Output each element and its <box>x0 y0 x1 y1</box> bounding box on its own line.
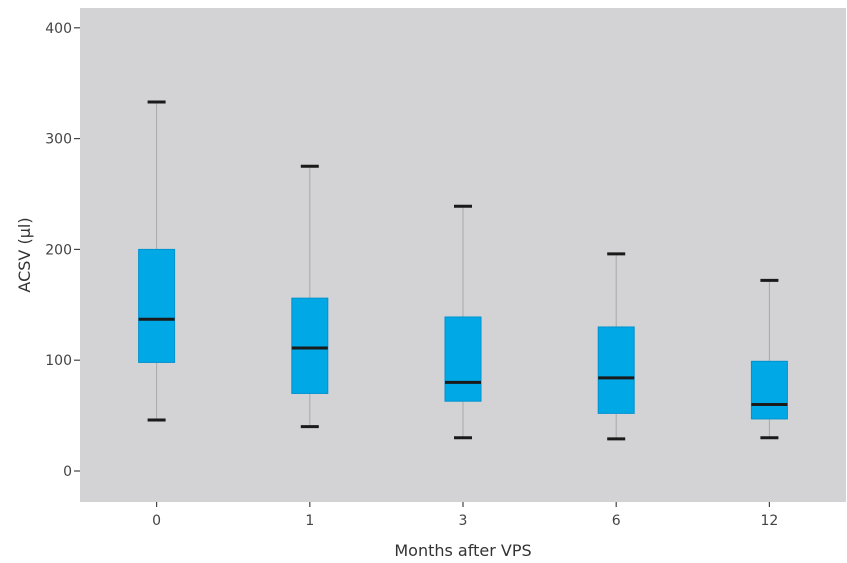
iqr-box <box>597 326 635 414</box>
y-axis: 0 100 200 300 400 <box>45 21 80 480</box>
box-group <box>750 278 788 440</box>
y-tick-label: 300 <box>45 132 72 148</box>
iqr-box <box>750 360 788 420</box>
iqr-box <box>444 316 482 402</box>
iqr-box <box>138 248 176 363</box>
box-group <box>597 252 635 441</box>
x-tick-label: 6 <box>612 513 621 529</box>
box-group <box>138 100 176 422</box>
x-axis-label: Months after VPS <box>394 541 531 560</box>
y-tick-label: 0 <box>63 464 72 480</box>
box-series <box>138 100 788 441</box>
y-tick-label: 400 <box>45 21 72 37</box>
x-tick-label: 0 <box>152 513 161 529</box>
x-tick-label: 12 <box>760 513 778 529</box>
x-axis: 0 1 3 6 12 <box>152 502 778 529</box>
iqr-box <box>291 297 329 394</box>
x-tick-label: 3 <box>459 513 468 529</box>
box-group <box>444 204 482 440</box>
y-tick-label: 100 <box>45 353 72 369</box>
y-axis-label: ACSV (µl) <box>15 217 34 292</box>
y-tick-label: 200 <box>45 242 72 258</box>
box-group <box>291 164 329 429</box>
x-tick-label: 1 <box>305 513 314 529</box>
